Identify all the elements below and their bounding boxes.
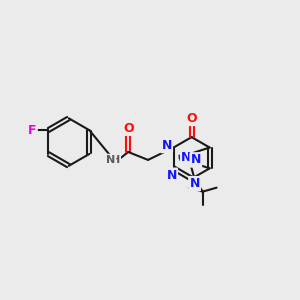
Text: F: F [28,124,37,137]
Text: H: H [111,155,120,165]
Text: N: N [167,169,177,182]
Text: O: O [123,122,134,135]
Text: N: N [181,152,192,164]
Text: N: N [161,139,172,152]
Text: N: N [190,153,201,167]
Text: O: O [186,112,197,125]
Text: N: N [106,155,115,165]
Text: N: N [189,177,200,190]
